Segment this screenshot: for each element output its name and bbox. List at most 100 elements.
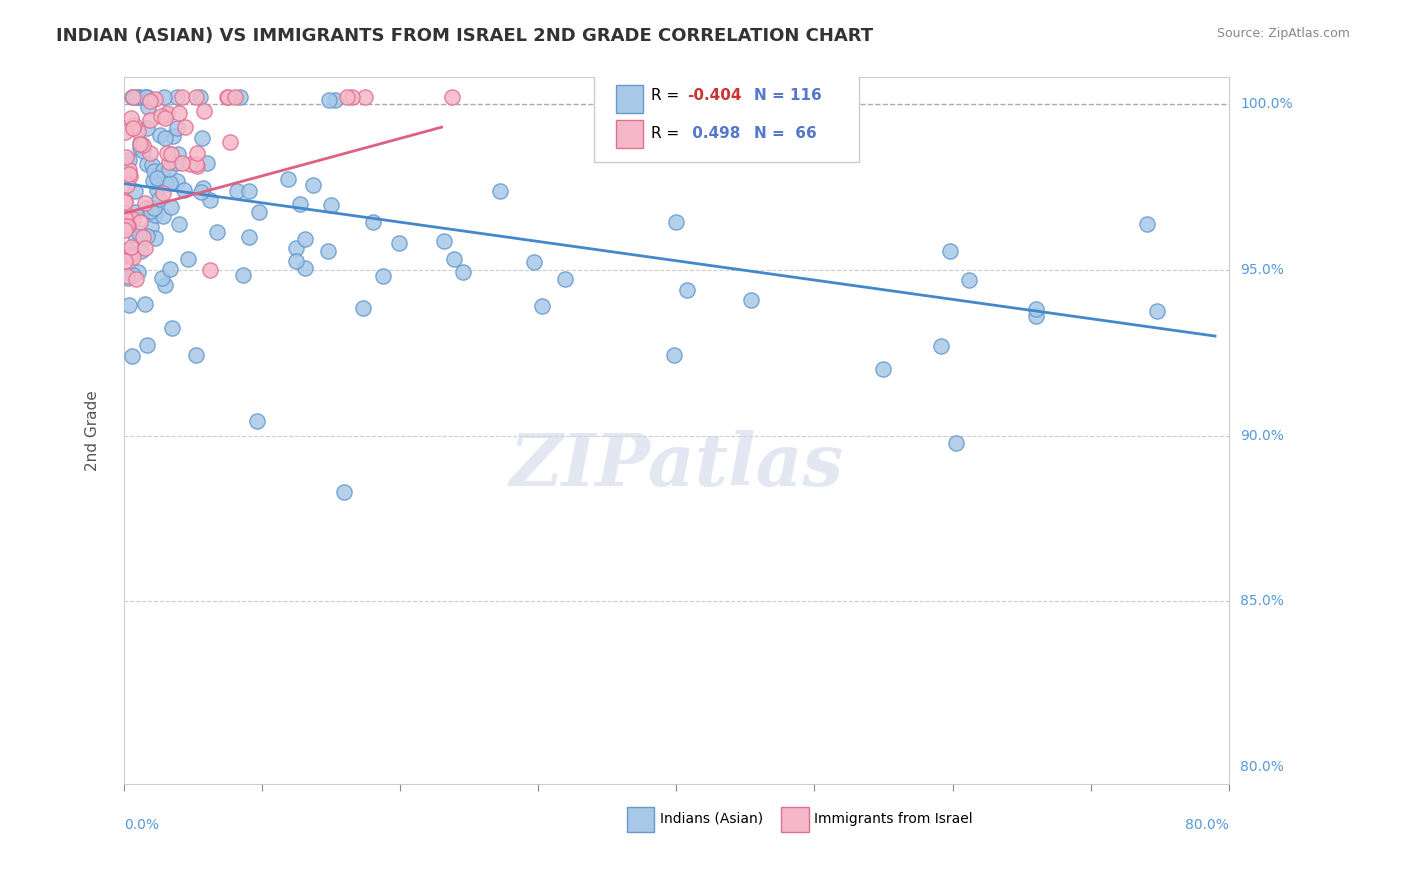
Point [155, 277, 177, 292]
Point [142, 174, 165, 188]
Text: N = 116: N = 116 [754, 87, 821, 103]
Point [115, 247, 138, 261]
Point [675, 283, 697, 297]
Point [128, 215, 150, 229]
Point [118, 153, 141, 168]
Text: R =: R = [651, 87, 685, 103]
Point [166, 174, 188, 188]
Point [184, 157, 207, 171]
Point [165, 156, 187, 170]
Point [121, 349, 143, 363]
Point [225, 184, 247, 198]
Point [118, 169, 141, 184]
Point [160, 200, 183, 214]
Point [142, 201, 165, 215]
Point [131, 144, 153, 158]
Point [340, 90, 363, 104]
Point [148, 192, 170, 206]
Point [218, 135, 240, 149]
Text: Source: ZipAtlas.com: Source: ZipAtlas.com [1216, 27, 1350, 40]
Point [238, 185, 260, 199]
Point [232, 268, 254, 282]
Point [114, 211, 136, 226]
Point [664, 348, 686, 362]
Point [354, 90, 377, 104]
Text: ZIPatlas: ZIPatlas [509, 430, 844, 501]
Point [129, 137, 152, 152]
Point [160, 321, 183, 335]
Text: 80.0%: 80.0% [1240, 760, 1284, 774]
Text: Indians (Asian): Indians (Asian) [659, 812, 763, 826]
Point [229, 90, 252, 104]
Point [247, 205, 270, 219]
Point [149, 109, 172, 123]
Point [172, 90, 194, 104]
Text: N =  66: N = 66 [754, 127, 817, 142]
Point [957, 273, 980, 287]
Text: 100.0%: 100.0% [1240, 97, 1292, 111]
Point [127, 265, 149, 279]
Point [114, 194, 136, 209]
Text: 90.0%: 90.0% [1240, 428, 1284, 442]
Point [169, 217, 191, 231]
Point [159, 262, 181, 277]
Point [155, 107, 177, 121]
Text: 80.0%: 80.0% [1185, 818, 1229, 832]
Point [150, 270, 173, 285]
Point [388, 236, 411, 251]
Point [128, 90, 150, 104]
FancyBboxPatch shape [782, 807, 808, 831]
Point [149, 128, 172, 142]
Text: 95.0%: 95.0% [1240, 263, 1284, 277]
Point [136, 90, 159, 104]
Point [323, 93, 346, 107]
Point [138, 112, 160, 127]
Point [115, 219, 138, 234]
Point [146, 183, 169, 197]
Point [118, 250, 141, 264]
Point [122, 212, 145, 227]
Point [153, 111, 176, 125]
Point [361, 215, 384, 229]
Point [143, 164, 166, 178]
Point [602, 90, 624, 104]
Point [451, 265, 474, 279]
Point [193, 103, 215, 118]
Point [294, 260, 316, 275]
Point [1146, 304, 1168, 318]
Point [155, 177, 177, 191]
Point [285, 241, 308, 255]
Point [136, 157, 159, 171]
Point [132, 230, 155, 244]
Point [152, 186, 174, 201]
Point [141, 158, 163, 172]
Point [200, 193, 222, 207]
Point [145, 171, 167, 186]
Point [443, 252, 465, 267]
Point [127, 90, 149, 104]
Point [141, 204, 163, 219]
Point [301, 178, 323, 192]
Point [872, 362, 894, 376]
Point [179, 157, 201, 171]
Text: R =: R = [651, 127, 685, 142]
Point [198, 262, 221, 277]
Point [152, 209, 174, 223]
Point [114, 195, 136, 210]
Point [333, 484, 356, 499]
Point [931, 339, 953, 353]
Point [138, 146, 160, 161]
Point [156, 106, 179, 120]
Point [316, 244, 339, 258]
Point [205, 225, 228, 239]
Point [522, 255, 544, 269]
Point [186, 145, 208, 160]
Point [127, 124, 149, 138]
Point [114, 125, 136, 139]
Point [135, 90, 157, 104]
Point [224, 90, 246, 104]
Point [174, 120, 197, 134]
Point [167, 105, 190, 120]
Point [135, 338, 157, 352]
Point [117, 178, 139, 192]
